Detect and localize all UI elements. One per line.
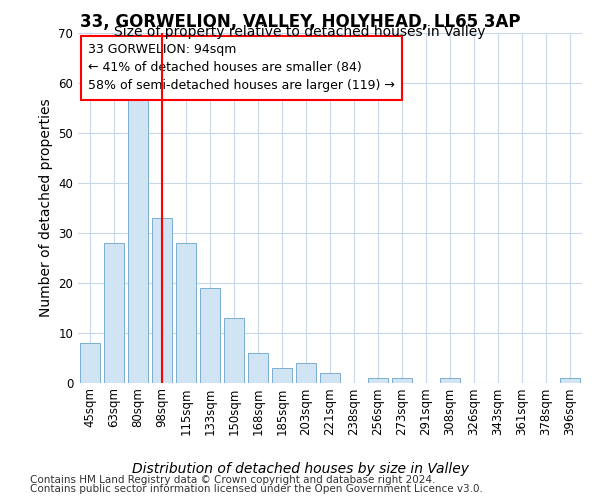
Text: 33 GORWELION: 94sqm
← 41% of detached houses are smaller (84)
58% of semi-detach: 33 GORWELION: 94sqm ← 41% of detached ho… <box>88 43 395 92</box>
Bar <box>440 378 460 382</box>
Bar <box>176 242 196 382</box>
Bar <box>392 378 412 382</box>
Text: 33, GORWELION, VALLEY, HOLYHEAD, LL65 3AP: 33, GORWELION, VALLEY, HOLYHEAD, LL65 3A… <box>80 12 520 30</box>
Bar <box>128 92 148 383</box>
Bar <box>272 368 292 382</box>
Bar <box>320 372 340 382</box>
Bar <box>104 242 124 382</box>
Y-axis label: Number of detached properties: Number of detached properties <box>39 98 53 317</box>
Text: Size of property relative to detached houses in Valley: Size of property relative to detached ho… <box>114 25 486 39</box>
Text: Distribution of detached houses by size in Valley: Distribution of detached houses by size … <box>131 462 469 476</box>
Bar <box>152 218 172 382</box>
Bar <box>248 352 268 382</box>
Bar <box>80 342 100 382</box>
Bar <box>224 318 244 382</box>
Text: Contains HM Land Registry data © Crown copyright and database right 2024.: Contains HM Land Registry data © Crown c… <box>30 475 436 485</box>
Bar <box>296 362 316 382</box>
Bar <box>368 378 388 382</box>
Bar <box>200 288 220 382</box>
Bar <box>560 378 580 382</box>
Text: Contains public sector information licensed under the Open Government Licence v3: Contains public sector information licen… <box>30 484 483 494</box>
